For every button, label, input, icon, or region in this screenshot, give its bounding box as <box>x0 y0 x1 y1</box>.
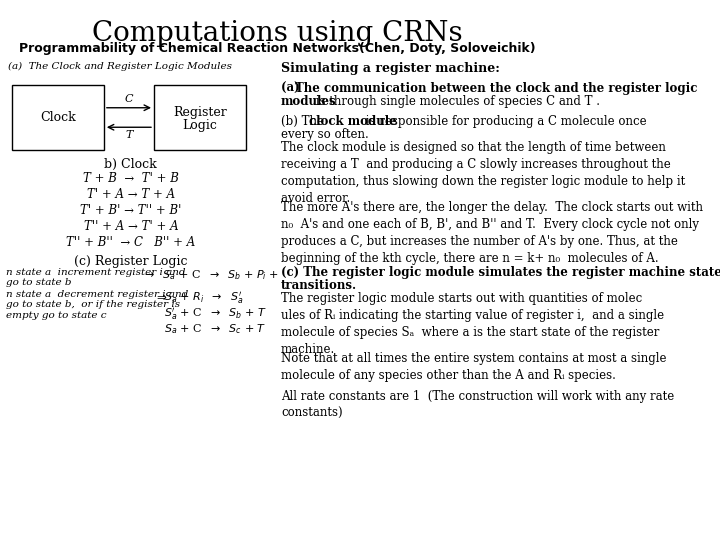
Text: Simulating a register machine:: Simulating a register machine: <box>281 62 500 75</box>
Text: n state a  decrement register i and
go to state b,  or if the register is
empty : n state a decrement register i and go to… <box>6 290 189 320</box>
Text: n state a  increment register i and
go to state b: n state a increment register i and go to… <box>6 268 186 287</box>
Text: every so often.: every so often. <box>281 128 369 141</box>
Text: is through single molecules of species C and T .: is through single molecules of species C… <box>312 95 600 108</box>
Text: is responsible for producing a C molecule once: is responsible for producing a C molecul… <box>362 115 647 128</box>
Text: (a)  The Clock and Register Logic Modules: (a) The Clock and Register Logic Modules <box>8 62 232 71</box>
Text: Clock: Clock <box>40 111 76 124</box>
Text: T'' + B''  → C   B'' + A: T'' + B'' → C B'' + A <box>66 236 196 249</box>
Text: The clock module is designed so that the length of time between
receiving a T  a: The clock module is designed so that the… <box>281 141 685 205</box>
Text: $\rightarrow$  $S_a$ + C  $\rightarrow$  $S_b$ + $P_i$ +: $\rightarrow$ $S_a$ + C $\rightarrow$ $S… <box>143 268 279 282</box>
Text: T + B  →  T' + B: T + B → T' + B <box>83 172 179 185</box>
FancyBboxPatch shape <box>154 85 246 150</box>
Text: $S_a$ + C  $\rightarrow$  $S_c$ + $T$: $S_a$ + C $\rightarrow$ $S_c$ + $T$ <box>164 322 266 336</box>
Text: clock module: clock module <box>310 115 397 128</box>
Text: The communication between the clock and the register logic: The communication between the clock and … <box>294 82 697 95</box>
Text: T'' + A → T' + A: T'' + A → T' + A <box>84 220 178 233</box>
Text: Programmability of Chemical Reaction Networks(Chen, Doty, Soloveichik): Programmability of Chemical Reaction Net… <box>19 42 536 55</box>
Text: (b) The: (b) The <box>281 115 328 128</box>
Text: C: C <box>125 94 133 104</box>
Text: The more A's there are, the longer the delay.  The clock starts out with
n₀  A's: The more A's there are, the longer the d… <box>281 201 703 265</box>
Text: All rate constants are 1  (The construction will work with any rate
constants): All rate constants are 1 (The constructi… <box>281 390 674 420</box>
Text: modules: modules <box>281 95 336 108</box>
Text: Register: Register <box>174 106 227 119</box>
Text: (c) Register Logic: (c) Register Logic <box>74 255 188 268</box>
Text: The register logic module starts out with quantities of molec
ules of Rᵢ indicat: The register logic module starts out wit… <box>281 292 664 356</box>
Text: $\Rightarrow$: $\Rightarrow$ <box>154 290 168 303</box>
FancyBboxPatch shape <box>12 85 104 150</box>
Text: Computations using CRNs: Computations using CRNs <box>92 20 462 47</box>
Text: T: T <box>125 130 132 140</box>
Text: $S_a'$ + C  $\rightarrow$  $S_b$ + $T$: $S_a'$ + C $\rightarrow$ $S_b$ + $T$ <box>164 306 267 322</box>
Text: b) Clock: b) Clock <box>104 158 157 171</box>
Text: transitions.: transitions. <box>281 279 357 292</box>
Text: Logic: Logic <box>183 119 217 132</box>
Text: T' + B' → T'' + B': T' + B' → T'' + B' <box>80 204 181 217</box>
Text: (a): (a) <box>281 82 304 95</box>
Text: Note that at all times the entire system contains at most a single
molecule of a: Note that at all times the entire system… <box>281 352 667 382</box>
Text: $S_a$ + $R_i$  $\rightarrow$  $S_a'$: $S_a$ + $R_i$ $\rightarrow$ $S_a'$ <box>164 290 244 306</box>
Text: (c) The register logic module simulates the register machine state: (c) The register logic module simulates … <box>281 266 720 279</box>
Text: T' + A → T + A: T' + A → T + A <box>87 188 175 201</box>
